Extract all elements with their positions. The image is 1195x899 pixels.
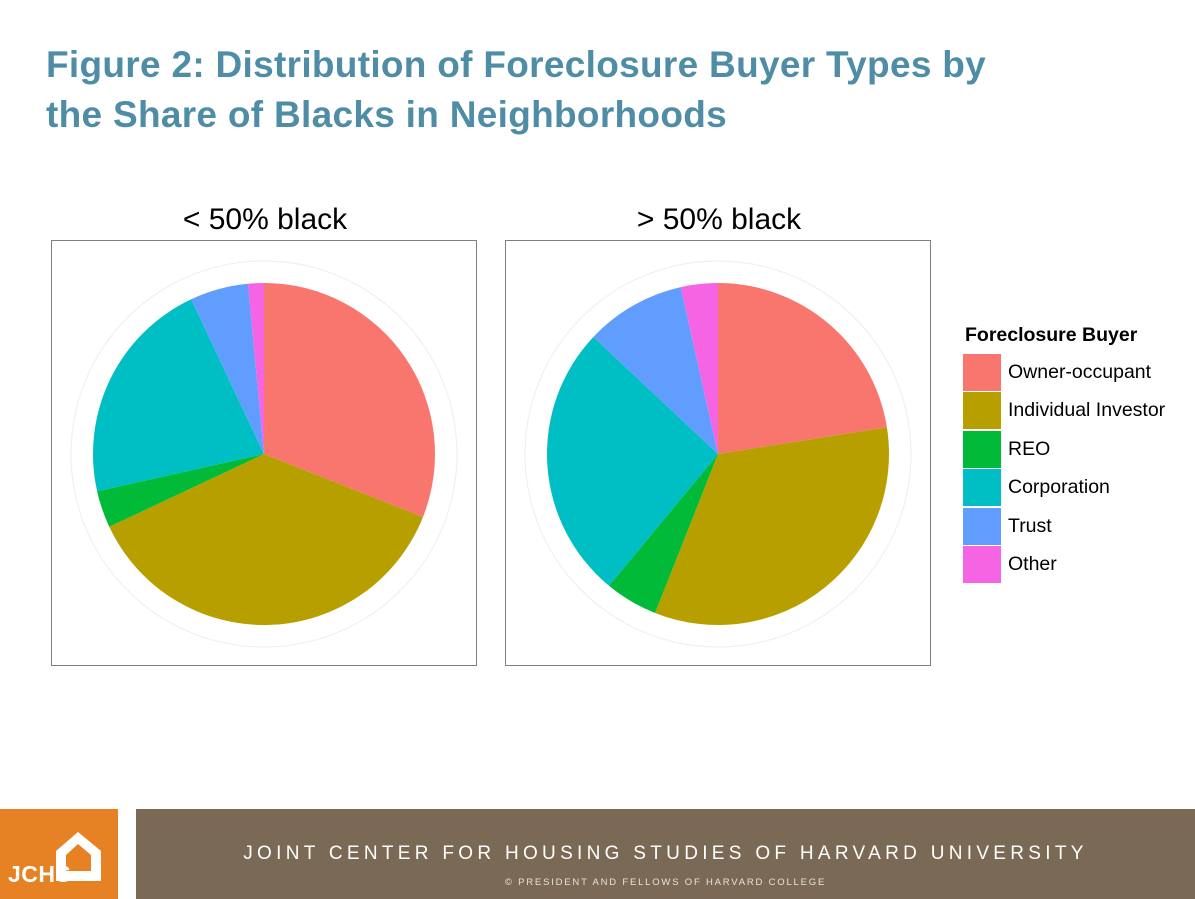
pie-slice-other <box>680 283 718 454</box>
pie-slice-individual-investor <box>655 427 889 625</box>
pie-right-panel <box>505 240 931 666</box>
title-line-2: the Share of Blacks in Neighborhoods <box>46 94 728 135</box>
legend-swatch <box>963 546 1001 584</box>
house-icon <box>56 832 101 881</box>
legend-label: Corporation <box>1008 476 1110 499</box>
legend-swatch <box>963 353 1001 391</box>
pie-left-title: < 50% black <box>182 203 348 236</box>
pie-left-chart <box>70 260 458 648</box>
legend-item-corporation: Corporation <box>963 469 1193 508</box>
legend-label: Trust <box>1008 514 1052 537</box>
footer-bar: JOINT CENTER FOR HOUSING STUDIES OF HARV… <box>136 809 1195 899</box>
legend-swatch <box>963 507 1001 545</box>
legend-item-trust: Trust <box>963 507 1193 546</box>
legend-item-other: Other <box>963 546 1193 585</box>
pie-slice-corporation <box>546 336 718 586</box>
legend-swatch <box>963 469 1001 507</box>
pie-left-panel <box>51 240 477 666</box>
page-title: Figure 2: Distribution of Foreclosure Bu… <box>46 40 1146 140</box>
pie-slice-corporation <box>93 299 264 492</box>
legend-label: REO <box>1008 437 1051 460</box>
jchs-logo: JCHS <box>0 809 118 899</box>
pie-slice-reo <box>609 454 718 613</box>
pie-gridline <box>70 260 458 648</box>
pie-slice-other <box>247 283 264 454</box>
legend-item-reo: REO <box>963 430 1193 469</box>
title-line-1: Figure 2: Distribution of Foreclosure Bu… <box>46 44 987 85</box>
footer-copyright: © PRESIDENT AND FELLOWS OF HARVARD COLLE… <box>504 877 827 888</box>
pie-slice-trust <box>593 287 718 454</box>
pie-gridline <box>524 260 912 648</box>
footer-organization: JOINT CENTER FOR HOUSING STUDIES OF HARV… <box>243 843 1088 864</box>
legend-item-owner-occupant: Owner-occupant <box>963 353 1193 392</box>
legend-swatch <box>963 430 1001 468</box>
legend: Foreclosure Buyer Owner-occupant Individ… <box>963 322 1193 584</box>
legend-label: Owner-occupant <box>1008 360 1152 383</box>
legend-title: Foreclosure Buyer <box>965 324 1138 346</box>
legend-label: Other <box>1008 553 1057 576</box>
legend-label: Individual Investor <box>1008 399 1166 422</box>
legend-swatch <box>963 392 1001 430</box>
pie-slice-trust <box>191 283 264 454</box>
pie-slice-owner-occupant <box>718 283 887 454</box>
logo-text: JCHS <box>8 861 72 887</box>
pie-slice-reo <box>97 454 264 527</box>
pie-slice-individual-investor <box>109 454 423 626</box>
legend-item-individual-investor: Individual Investor <box>963 392 1193 431</box>
pie-right-chart <box>524 260 912 648</box>
pie-right-title: > 50% black <box>636 203 802 236</box>
pie-slice-owner-occupant <box>264 283 435 517</box>
